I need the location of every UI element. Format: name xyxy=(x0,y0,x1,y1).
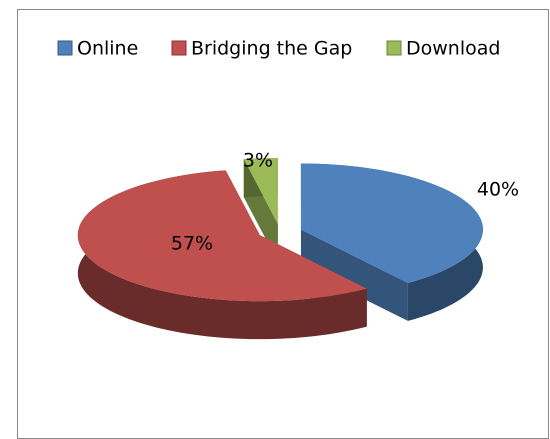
legend-label: Download xyxy=(406,38,500,60)
pie-slice xyxy=(77,170,367,302)
legend-swatch xyxy=(57,40,73,56)
legend-label: Online xyxy=(77,38,138,60)
legend-swatch xyxy=(171,40,187,56)
slice-tops xyxy=(77,158,483,302)
data-label: 57% xyxy=(171,233,213,255)
data-label: 40% xyxy=(477,179,519,201)
legend-label: Bridging the Gap xyxy=(191,38,352,60)
slice-cut-face xyxy=(300,229,408,321)
pie-slice xyxy=(300,163,483,283)
pie-slice xyxy=(243,158,278,225)
legend-swatch xyxy=(386,40,402,56)
data-label: 3% xyxy=(243,150,273,172)
